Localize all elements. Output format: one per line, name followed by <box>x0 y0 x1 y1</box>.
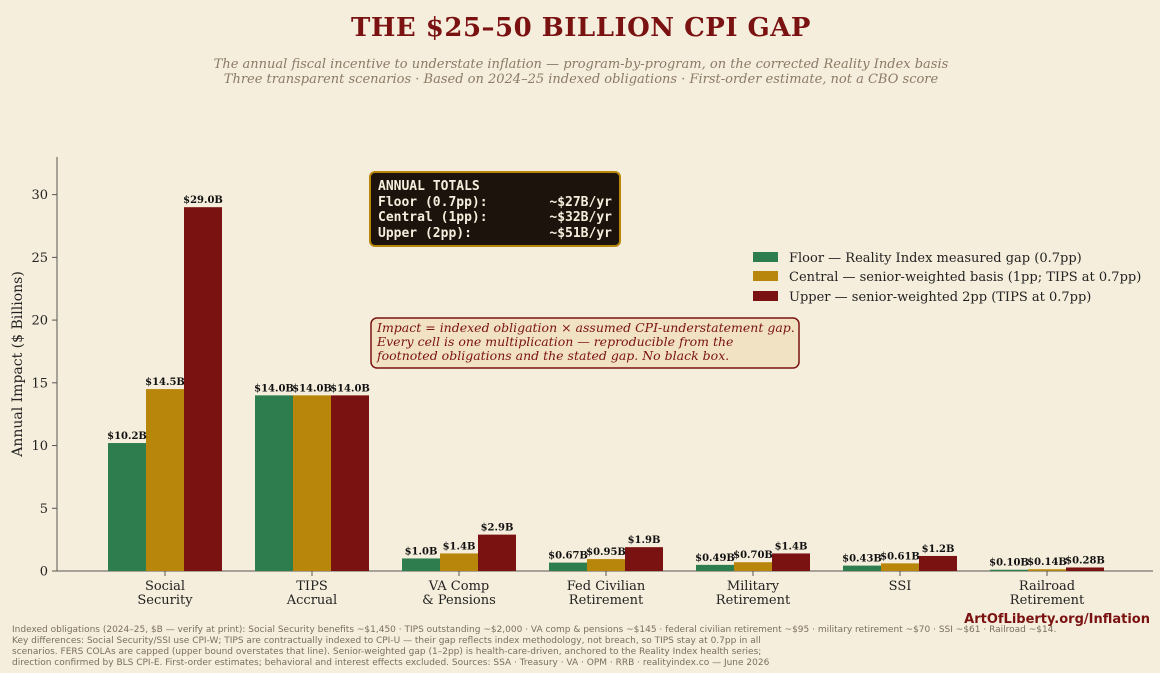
bar <box>402 558 440 571</box>
x-tick-label: Security <box>137 593 193 608</box>
y-tick-label: 5 <box>40 502 48 517</box>
bar <box>1028 569 1066 571</box>
bars <box>108 207 1104 571</box>
data-label: $14.5B <box>145 377 185 388</box>
chart-subtitle-line-2: Three transparent scenarios · Based on 2… <box>224 72 939 87</box>
footnote-line-3: scenarios. FERS COLAs are capped (upper … <box>12 647 761 657</box>
y-tick-label: 0 <box>40 565 48 580</box>
totals-upper-value: ~$51B/yr <box>549 226 612 241</box>
x-tick-label: Military <box>727 579 780 594</box>
data-label: $0.49B <box>695 553 735 564</box>
data-label: $0.10B <box>989 558 1029 569</box>
method-note-line-2: Every cell is one multiplication — repro… <box>376 334 733 349</box>
x-tick-label: Railroad <box>1019 579 1075 594</box>
bar <box>990 569 1028 571</box>
data-label: $0.43B <box>842 554 882 565</box>
bar <box>549 562 587 571</box>
data-label: $0.67B <box>548 551 588 562</box>
bar <box>843 565 881 571</box>
data-label: $0.28B <box>1065 555 1105 566</box>
x-tick-label: VA Comp <box>428 579 489 594</box>
data-label: $0.95B <box>586 547 626 558</box>
legend-label-upper: Upper — senior-weighted 2pp (TIPS at 0.7… <box>789 290 1091 305</box>
data-label: $14.0B <box>292 383 332 394</box>
data-label: $1.4B <box>443 541 476 552</box>
bar <box>293 395 331 571</box>
x-tick-label: Retirement <box>1010 593 1085 608</box>
data-labels: $10.2B$14.5B$29.0B$14.0B$14.0B$14.0B$1.0… <box>107 195 1105 569</box>
y-tick-label: 15 <box>31 376 48 391</box>
legend-label-central: Central — senior-weighted basis (1pp; TI… <box>789 270 1141 285</box>
legend: Floor — Reality Index measured gap (0.7p… <box>753 251 1141 305</box>
x-tick-label: Retirement <box>569 593 644 608</box>
chart-subtitle-line-1: The annual fiscal incentive to understat… <box>214 57 949 72</box>
bar <box>331 395 369 571</box>
method-note-box: Impact = indexed obligation × assumed CP… <box>370 317 800 369</box>
x-tick-label: Accrual <box>286 593 337 608</box>
bar <box>184 207 222 571</box>
data-label: $14.0B <box>254 383 294 394</box>
x-tick-label: Social <box>145 579 185 594</box>
totals-floor-label: Floor (0.7pp): <box>378 195 488 210</box>
x-tick-label: SSI <box>889 579 912 594</box>
totals-central-value: ~$32B/yr <box>549 210 612 225</box>
data-label: $1.4B <box>775 541 808 552</box>
data-label: $1.9B <box>628 535 661 546</box>
bar <box>1066 567 1104 571</box>
bar <box>696 564 734 571</box>
y-tick-label: 10 <box>31 439 48 454</box>
x-tick-label: TIPS <box>296 579 327 594</box>
data-label: $14.0B <box>330 383 370 394</box>
legend-swatch-upper <box>753 291 778 301</box>
data-label: $0.70B <box>733 550 773 561</box>
legend-swatch-central <box>753 271 778 281</box>
x-tick-label: Fed Civilian <box>567 579 646 594</box>
bar <box>772 553 810 571</box>
bar <box>881 563 919 571</box>
x-tick-label: Retirement <box>716 593 791 608</box>
totals-floor-value: ~$27B/yr <box>549 195 612 210</box>
data-label: $29.0B <box>183 195 223 206</box>
y-tick-label: 25 <box>31 251 48 266</box>
y-tick-label: 30 <box>31 188 48 203</box>
legend-label-floor: Floor — Reality Index measured gap (0.7p… <box>789 251 1082 266</box>
data-label: $0.61B <box>880 551 920 562</box>
bar <box>108 443 146 571</box>
totals-upper-label: Upper (2pp): <box>378 226 472 241</box>
annual-totals-box: ANNUAL TOTALS Floor (0.7pp): ~$27B/yr Ce… <box>369 171 621 247</box>
method-note-line-3: footnoted obligations and the stated gap… <box>376 348 729 363</box>
bar <box>478 534 516 571</box>
bar <box>255 395 293 571</box>
totals-central-label: Central (1pp): <box>378 210 488 225</box>
legend-swatch-floor <box>753 252 778 262</box>
bar <box>919 555 957 571</box>
totals-heading: ANNUAL TOTALS <box>378 179 480 194</box>
bar <box>440 553 478 571</box>
data-label: $10.2B <box>107 431 147 442</box>
footnote-line-4: direction confirmed by BLS CPI-E. First-… <box>12 658 770 668</box>
y-axis-label: Annual Impact ($ Billions) <box>10 271 26 458</box>
axes: 0 5 10 15 20 25 30 <box>31 157 1153 580</box>
data-label: $1.2B <box>922 544 955 555</box>
footnote-line-1: Indexed obligations (2024–25, $B — verif… <box>12 625 1056 635</box>
chart-title: THE $25–50 BILLION CPI GAP <box>351 13 811 43</box>
method-note-line-1: Impact = indexed obligation × assumed CP… <box>376 320 795 335</box>
bar <box>625 547 663 571</box>
bar <box>587 559 625 571</box>
bar <box>146 389 184 571</box>
data-label: $2.9B <box>481 523 514 534</box>
bar <box>734 562 772 571</box>
data-label: $0.14B <box>1027 557 1067 568</box>
x-tick-label: & Pensions <box>422 593 496 608</box>
brand-link[interactable]: ArtOfLiberty.org/Inflation <box>964 612 1150 627</box>
totals-box-background <box>369 171 621 247</box>
data-label: $1.0B <box>405 546 438 557</box>
y-tick-label: 20 <box>31 314 48 329</box>
method-note-background <box>370 317 800 369</box>
footnote-line-2: Key differences: Social Security/SSI use… <box>12 636 761 646</box>
